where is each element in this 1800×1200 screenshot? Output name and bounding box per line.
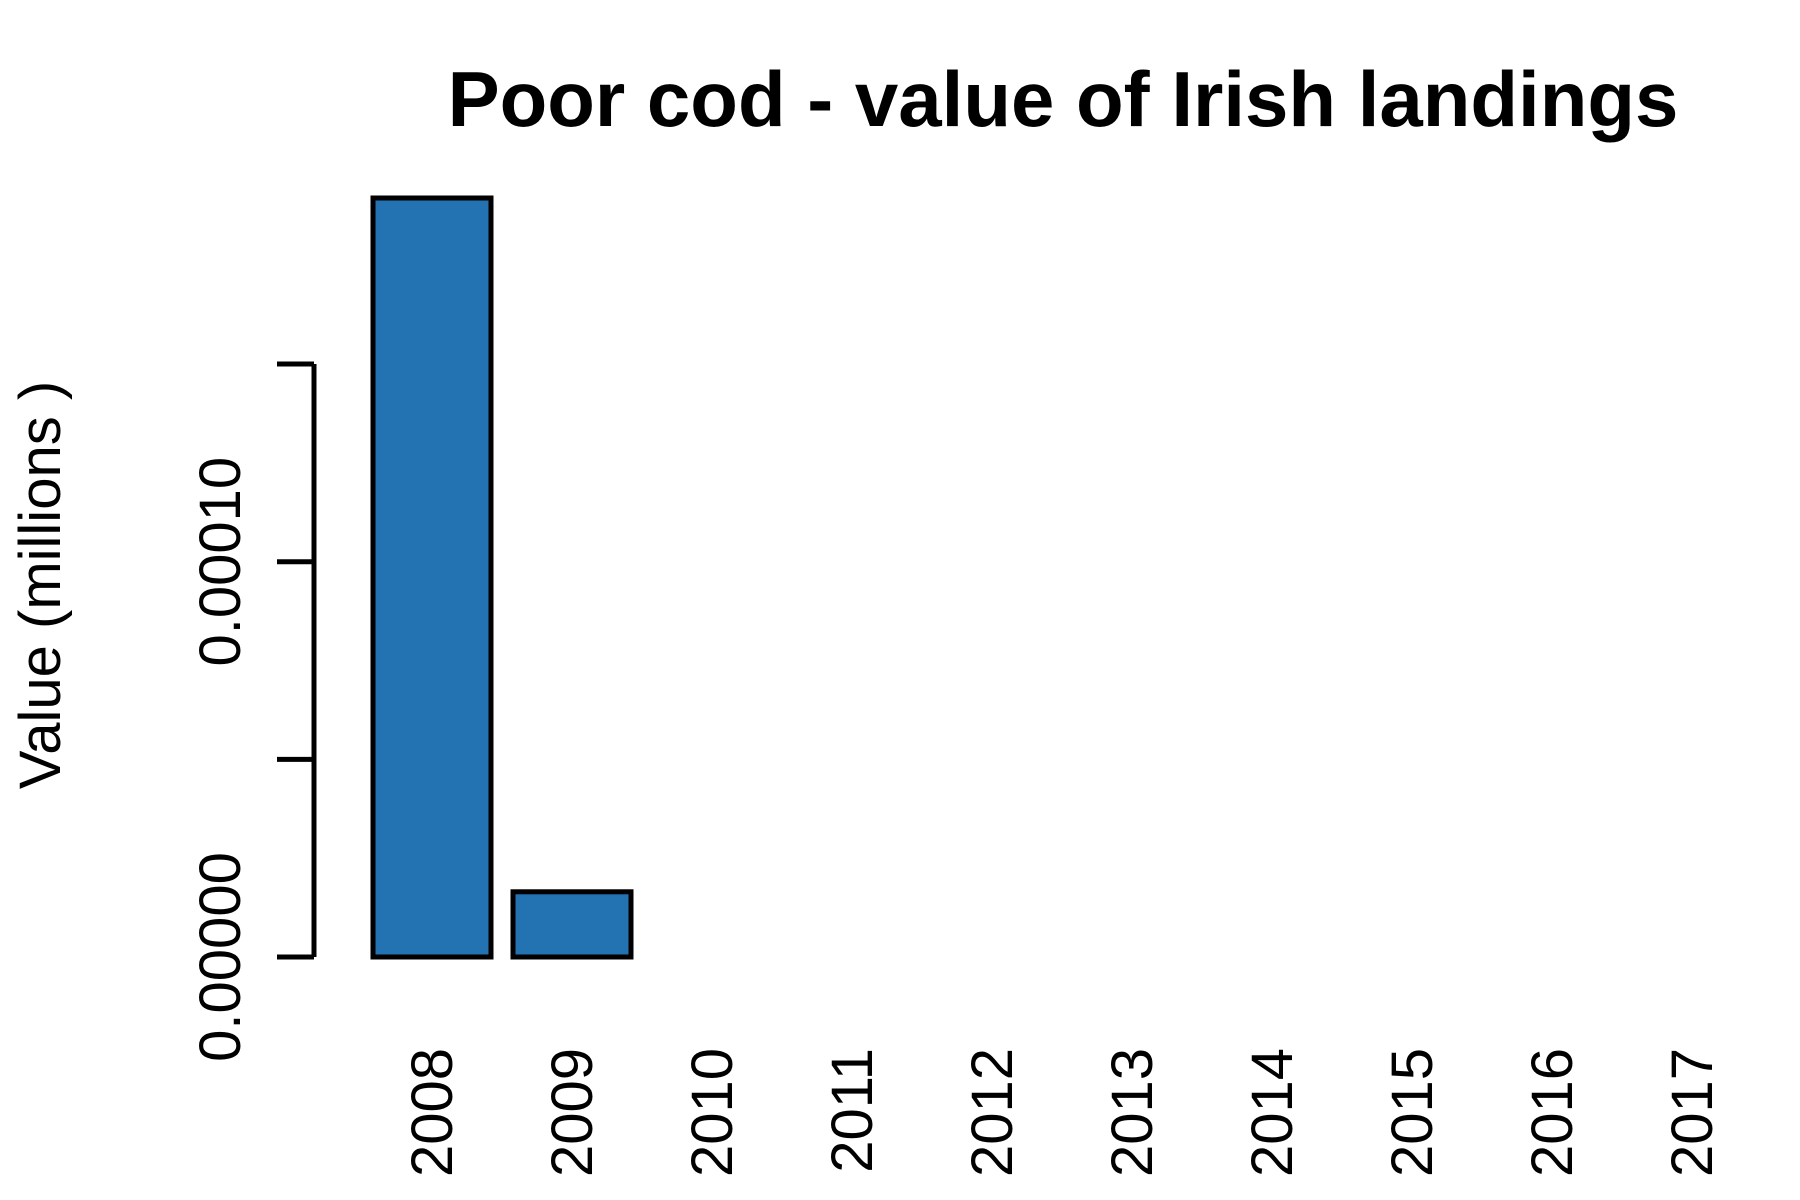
y-axis-label: Value (millions ) (8, 381, 73, 789)
x-axis-tick-labels: 2008 2009 2010 2011 2012 2013 2014 2015 2016 2017 (400, 1048, 1725, 1177)
x-tick-label-2016: 2016 (1520, 1048, 1585, 1177)
y-tick-label-2: 0.00010 (188, 457, 253, 667)
x-tick-label-2013: 2013 (1100, 1048, 1165, 1177)
x-tick-label-2009: 2009 (540, 1048, 605, 1177)
y-tick-label-0: 0.00000 (188, 852, 253, 1062)
bars (370, 195, 634, 960)
x-tick-label-2017: 2017 (1660, 1048, 1725, 1177)
chart-title: Poor cod - value of Irish landings (448, 55, 1679, 143)
x-tick-label-2011: 2011 (820, 1048, 885, 1173)
bar-2009 (510, 889, 634, 960)
x-tick-label-2010: 2010 (680, 1048, 745, 1177)
x-tick-label-2015: 2015 (1380, 1048, 1445, 1177)
x-tick-label-2012: 2012 (960, 1048, 1025, 1177)
x-tick-label-2014: 2014 (1240, 1048, 1305, 1177)
y-axis-ticks: 0.00000 0.00010 (188, 361, 314, 1062)
x-tick-label-2008: 2008 (400, 1048, 465, 1177)
bar-2008 (370, 195, 494, 960)
